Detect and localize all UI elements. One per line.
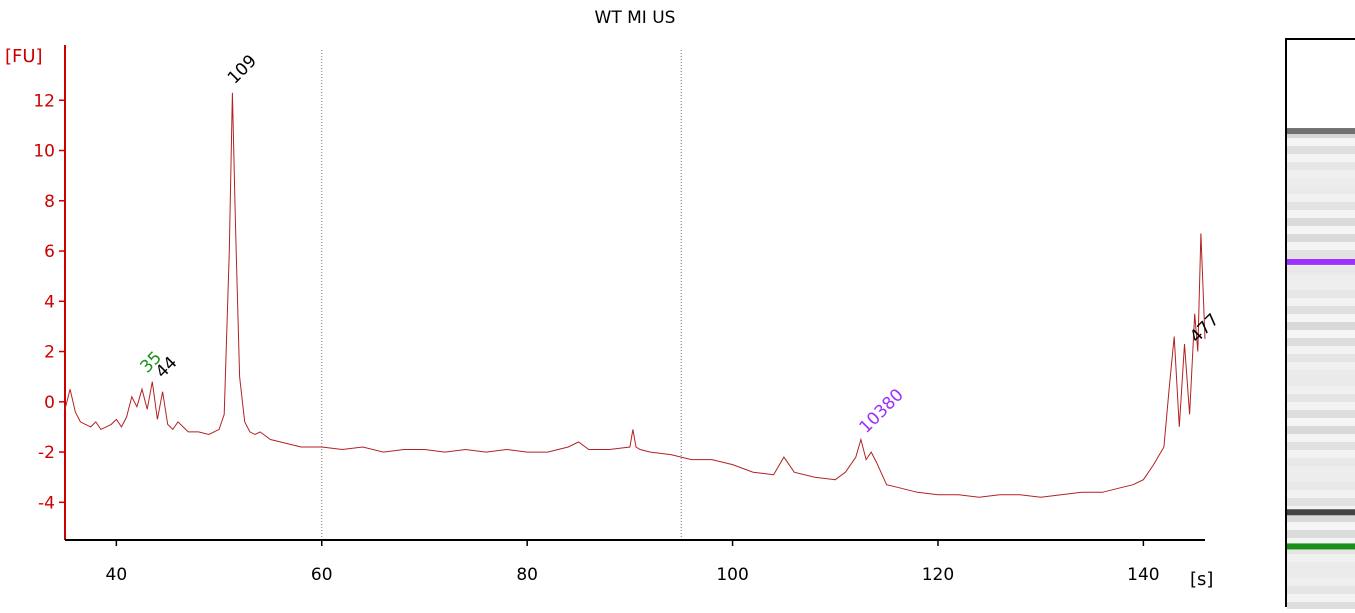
gel-background-band — [1287, 274, 1355, 282]
gel-background-band — [1287, 594, 1355, 602]
y-tick-label: 0 — [44, 393, 55, 413]
gel-background-band — [1287, 354, 1355, 362]
gel-band — [1287, 543, 1355, 550]
gel-lane — [1285, 38, 1355, 610]
tick-labels: -4 -2 0 2 4 6 8 10 12 40 60 80 100 120 140 — [33, 91, 1159, 585]
gel-background-band — [1287, 586, 1355, 594]
gel-background-band — [1287, 426, 1355, 434]
x-tick-label: 40 — [106, 565, 128, 585]
gel-background-band — [1287, 210, 1355, 218]
x-tick-label: 120 — [922, 565, 954, 585]
gel-background-band — [1287, 402, 1355, 410]
gel-background-band — [1287, 242, 1355, 250]
gel-background-band — [1287, 346, 1355, 354]
gel-background-band — [1287, 394, 1355, 402]
gel-background-band — [1287, 450, 1355, 458]
x-tick-label: 100 — [716, 565, 748, 585]
gel-background-band — [1287, 330, 1355, 338]
gel-background-band — [1287, 154, 1355, 162]
gel-background-band — [1287, 226, 1355, 234]
gel-background-band — [1287, 498, 1355, 506]
gel-background-band — [1287, 282, 1355, 290]
y-axis-label: [FU] — [5, 46, 43, 67]
gel-background-band — [1287, 178, 1355, 186]
gel-background-band — [1287, 474, 1355, 482]
gel-background-band — [1287, 386, 1355, 394]
gel-background-band — [1287, 538, 1355, 546]
gel-background-band — [1287, 458, 1355, 466]
gel-background-band — [1287, 522, 1355, 530]
gel-background-band — [1287, 322, 1355, 330]
gel-band — [1287, 509, 1355, 516]
gel-background-band — [1287, 578, 1355, 586]
gel-background-band — [1287, 378, 1355, 386]
gel-background-band — [1287, 434, 1355, 442]
series-line — [64, 92, 1206, 498]
gel-background-band — [1287, 362, 1355, 370]
grid-lines — [321, 50, 682, 540]
gel-background-band — [1287, 562, 1355, 570]
axes — [64, 45, 1205, 541]
gel-background-band — [1287, 554, 1355, 562]
gel-band — [1287, 128, 1355, 135]
gel-background-band — [1287, 218, 1355, 226]
y-tick-label: 10 — [33, 142, 55, 162]
gel-background-band — [1287, 146, 1355, 154]
gel-background-band — [1287, 306, 1355, 314]
gel-background-band — [1287, 162, 1355, 170]
y-tick-label: 12 — [33, 91, 55, 111]
x-axis-label: [s] — [1190, 569, 1213, 590]
x-tick-label: 80 — [516, 565, 538, 585]
gel-background-band — [1287, 194, 1355, 202]
x-tick-label: 60 — [311, 565, 333, 585]
gel-background-band — [1287, 442, 1355, 450]
gel-background-band — [1287, 466, 1355, 474]
series — [64, 92, 1206, 498]
y-tick-label: 4 — [44, 292, 55, 312]
y-tick-label: -4 — [38, 493, 55, 513]
gel-background-band — [1287, 570, 1355, 578]
peak-label: 477 — [1186, 310, 1223, 347]
gel-background-band — [1287, 234, 1355, 242]
gel-background-band — [1287, 298, 1355, 306]
gel-background-band — [1287, 602, 1355, 610]
gel-background-band — [1287, 250, 1355, 258]
gel-band — [1287, 258, 1355, 265]
chart-title: WT MI US — [594, 8, 676, 28]
y-tick-label: 8 — [44, 192, 55, 212]
peak-label: 109 — [224, 51, 261, 88]
gel-background-band — [1287, 186, 1355, 194]
gel-background-band — [1287, 170, 1355, 178]
gel-background-band — [1287, 418, 1355, 426]
gel-background-band — [1287, 482, 1355, 490]
gel-background-band — [1287, 202, 1355, 210]
gel-background-band — [1287, 138, 1355, 146]
y-tick-label: 6 — [44, 242, 55, 262]
gel-background-band — [1287, 530, 1355, 538]
gel-background-band — [1287, 338, 1355, 346]
y-tick-label: 2 — [44, 343, 55, 363]
gel-background-band — [1287, 314, 1355, 322]
gel-background-band — [1287, 490, 1355, 498]
y-tick-label: -2 — [38, 443, 55, 463]
gel-background-band — [1287, 410, 1355, 418]
peak-label: 10380 — [855, 385, 907, 437]
gel-background-band — [1287, 546, 1355, 554]
gel-background-band — [1287, 290, 1355, 298]
gel-background-band — [1287, 266, 1355, 274]
gel-background-band — [1287, 370, 1355, 378]
gel-background-band — [1287, 514, 1355, 522]
x-tick-label: 140 — [1127, 565, 1159, 585]
